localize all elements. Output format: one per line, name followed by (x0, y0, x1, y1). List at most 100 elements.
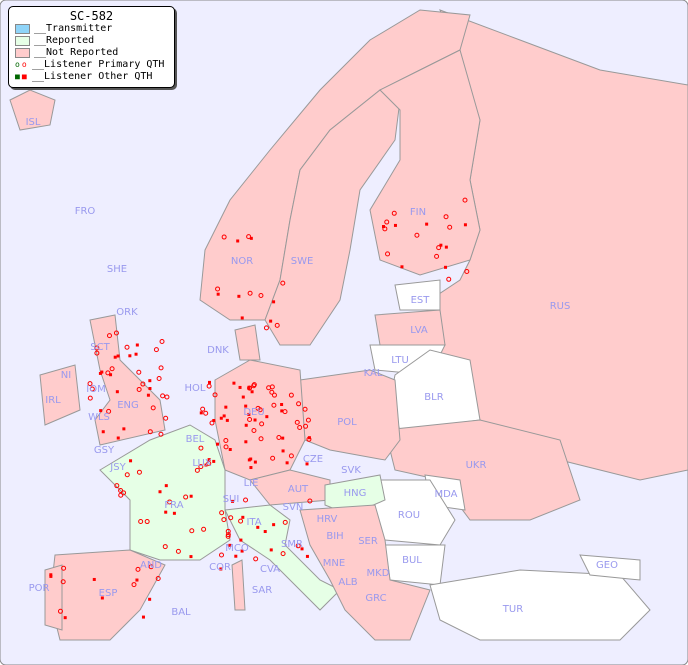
reported-swatch (15, 36, 30, 46)
country-label-mkd: MKD (366, 568, 390, 579)
listener-marker (385, 251, 391, 257)
legend-item-not-reported: __Not Reported (9, 47, 174, 59)
listener-marker (158, 365, 164, 371)
country-label-ita: ITA (246, 517, 262, 528)
listener-marker (271, 402, 277, 408)
listener-marker (128, 354, 132, 358)
country-label-mco: MCO (225, 543, 249, 554)
country-label-smr: SMR (281, 539, 303, 550)
listener-marker (223, 437, 229, 443)
listener-marker (94, 345, 100, 351)
listener-marker (172, 511, 176, 515)
listener-marker (94, 350, 100, 356)
listener-marker (101, 430, 105, 434)
listener-marker (163, 415, 169, 421)
listener-marker (236, 239, 240, 243)
listener-marker (272, 300, 276, 304)
country-irl (39, 364, 81, 426)
country-balkans (299, 504, 431, 641)
listener-marker (305, 554, 309, 558)
listener-marker (164, 484, 168, 488)
listener-marker (225, 532, 231, 538)
legend-label: __Listener Primary QTH (32, 59, 165, 70)
country-label-bel: BEL (185, 434, 205, 445)
listener-marker (162, 544, 168, 550)
listener-marker (158, 431, 164, 437)
listener-marker (156, 376, 162, 382)
listener-marker (212, 459, 216, 463)
country-label-nor: NOR (230, 256, 254, 267)
listener-marker (247, 385, 251, 389)
listener-marker (106, 333, 112, 339)
country-label-alb: ALB (338, 577, 358, 588)
listener-marker (199, 411, 203, 415)
listener-marker (203, 410, 209, 416)
listener-marker (225, 533, 231, 539)
country-swe (264, 89, 401, 346)
listener-marker (225, 418, 229, 422)
listener-marker (100, 596, 104, 600)
listener-marker (175, 548, 181, 554)
listener-marker (247, 290, 253, 296)
listener-marker (302, 406, 308, 412)
listener-marker (61, 565, 67, 571)
listener-marker (198, 445, 204, 451)
listener-marker (189, 494, 193, 498)
country-label-lva: LVA (410, 325, 428, 336)
listener-marker (206, 383, 212, 389)
listener-marker (219, 416, 223, 420)
listener-marker (148, 564, 154, 570)
country-label-bul: BUL (402, 555, 422, 566)
country-label-cva: CVA (259, 564, 281, 575)
country-label-ukr: UKR (465, 460, 487, 471)
listener-marker (135, 343, 139, 347)
listener-marker (135, 566, 141, 572)
listener-marker (106, 408, 112, 414)
country-label-sct: SCT (90, 342, 110, 353)
listener-marker (87, 381, 93, 387)
listener-marker (269, 389, 275, 395)
listener-marker (222, 414, 226, 418)
country-label-tur: TUR (502, 604, 524, 615)
listener-marker (384, 219, 390, 225)
listener-marker (288, 392, 294, 398)
listener-marker (49, 574, 53, 578)
listener-marker (207, 380, 211, 384)
country-label-svk: SVK (341, 465, 361, 476)
country-label-dnk: DNK (207, 345, 229, 356)
country-label-cor: COR (209, 562, 231, 573)
listener-marker (215, 442, 219, 446)
listener-marker (425, 222, 429, 226)
listener-marker (444, 265, 448, 269)
legend-title: SC-582 (69, 9, 114, 23)
listener-marker (271, 392, 277, 398)
country-label-geo: GEO (596, 560, 618, 571)
listener-marker (124, 344, 130, 350)
listener-marker (221, 234, 227, 240)
country-por (44, 564, 63, 631)
country-label-sar: SAR (251, 585, 273, 596)
listener-marker (141, 615, 145, 619)
listener-marker (204, 463, 208, 467)
listener-marker (138, 519, 144, 525)
listener-marker (121, 490, 127, 496)
listener-marker (146, 393, 150, 397)
listener-marker (200, 406, 206, 412)
listener-marker (381, 225, 385, 229)
listener-marker (89, 386, 95, 392)
listener-marker (49, 573, 53, 577)
listener-marker (140, 381, 146, 387)
country-label-jsy: JSY (110, 462, 126, 473)
country-ukr (384, 419, 581, 521)
listener-marker (150, 405, 156, 411)
listener-marker (280, 409, 284, 413)
country-label-kal: KAL (363, 368, 383, 379)
listener-marker (116, 354, 120, 358)
listener-marker (393, 223, 397, 227)
listener-marker (281, 436, 285, 440)
listener-marker (414, 232, 420, 238)
country-label-esp: ESP (98, 588, 118, 599)
listener-marker (167, 499, 173, 505)
country-label-est: EST (410, 295, 430, 306)
